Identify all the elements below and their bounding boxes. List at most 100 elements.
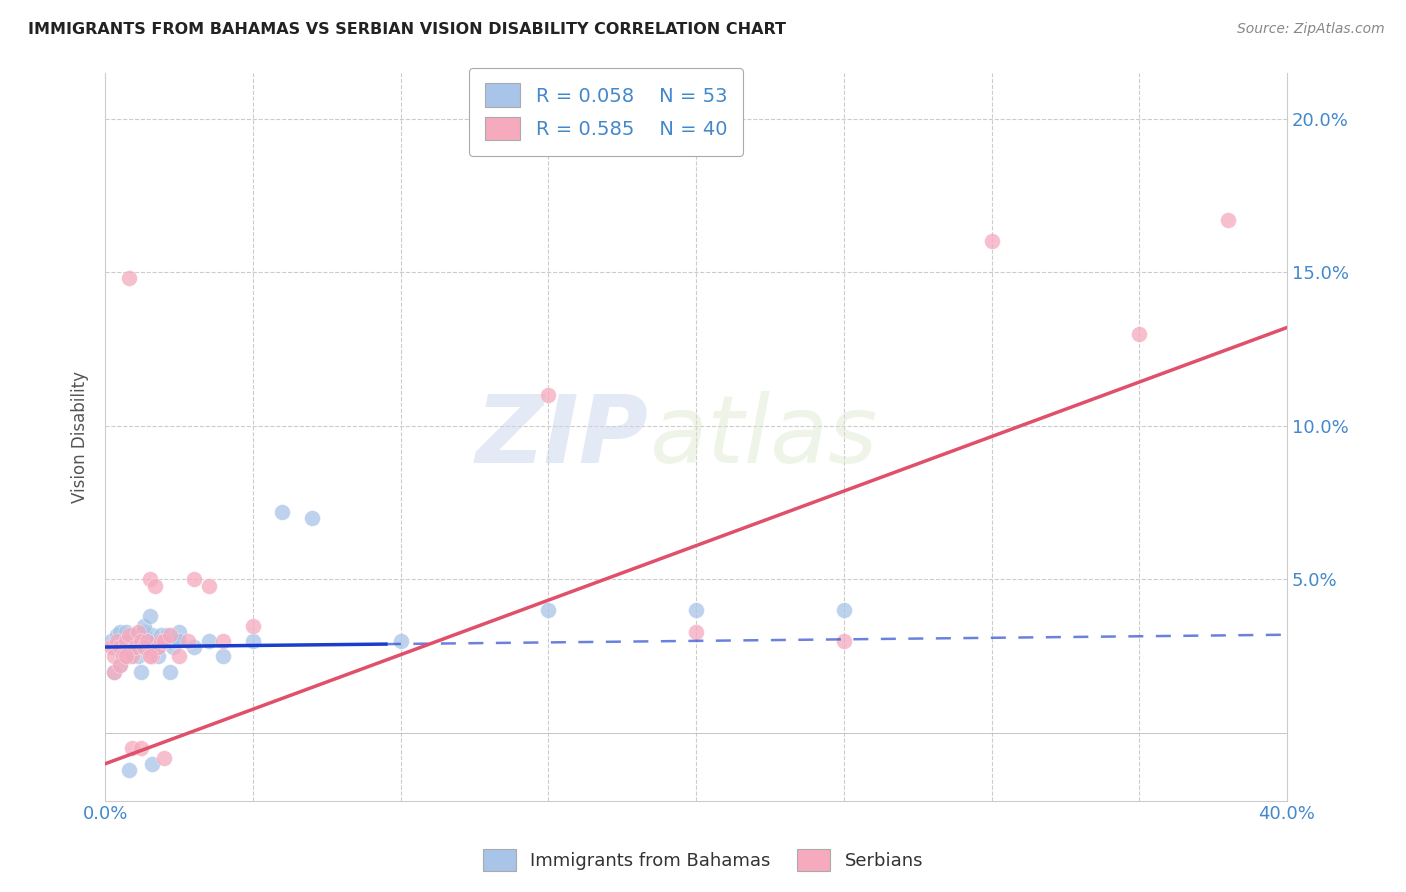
Legend: Immigrants from Bahamas, Serbians: Immigrants from Bahamas, Serbians <box>475 842 931 879</box>
Point <box>129 741 152 756</box>
Point <box>135 640 157 654</box>
Point <box>111 649 134 664</box>
Point <box>135 633 157 648</box>
Text: IMMIGRANTS FROM BAHAMAS VS SERBIAN VISION DISABILITY CORRELATION CHART: IMMIGRANTS FROM BAHAMAS VS SERBIAN VISIO… <box>28 22 786 37</box>
Point <box>153 750 176 764</box>
Point <box>141 756 163 771</box>
Point <box>685 624 707 639</box>
Point <box>129 633 152 648</box>
Point <box>159 628 181 642</box>
Point <box>127 624 149 639</box>
Point <box>115 624 138 639</box>
Point <box>105 628 128 642</box>
Point <box>115 640 138 654</box>
Point <box>108 658 131 673</box>
Point <box>103 665 125 679</box>
Text: Source: ZipAtlas.com: Source: ZipAtlas.com <box>1237 22 1385 37</box>
Point <box>145 578 167 592</box>
Point <box>162 640 184 654</box>
Point <box>124 633 146 648</box>
Text: ZIP: ZIP <box>477 391 648 483</box>
Point <box>177 633 200 648</box>
Point <box>111 633 134 648</box>
Point <box>121 640 143 654</box>
Point <box>537 603 560 617</box>
Point <box>271 505 294 519</box>
Point <box>153 633 176 648</box>
Point <box>132 624 155 639</box>
Point <box>148 649 170 664</box>
Point <box>108 624 131 639</box>
Point <box>138 573 160 587</box>
Point <box>115 633 138 648</box>
Point <box>100 640 122 654</box>
Point <box>159 633 181 648</box>
Point <box>150 633 173 648</box>
Point <box>100 633 122 648</box>
Point <box>537 388 560 402</box>
Point <box>167 624 190 639</box>
Legend: R = 0.058    N = 53, R = 0.585    N = 40: R = 0.058 N = 53, R = 0.585 N = 40 <box>470 68 742 156</box>
Point <box>118 763 141 777</box>
Y-axis label: Vision Disability: Vision Disability <box>72 370 89 502</box>
Point <box>980 235 1002 249</box>
Point <box>132 618 155 632</box>
Point <box>150 628 173 642</box>
Point <box>242 618 264 632</box>
Point <box>167 649 190 664</box>
Point <box>153 633 176 648</box>
Point <box>242 633 264 648</box>
Point <box>118 633 141 648</box>
Point <box>159 665 181 679</box>
Point <box>165 633 187 648</box>
Point <box>129 665 152 679</box>
Point <box>121 649 143 664</box>
Point <box>127 633 149 648</box>
Point <box>141 628 163 642</box>
Point <box>118 271 141 285</box>
Point <box>108 640 131 654</box>
Point <box>301 511 323 525</box>
Point <box>183 640 205 654</box>
Point <box>183 573 205 587</box>
Point <box>103 640 125 654</box>
Point <box>148 640 170 654</box>
Point <box>115 649 138 664</box>
Point <box>148 640 170 654</box>
Point <box>1216 213 1239 227</box>
Text: atlas: atlas <box>648 391 877 482</box>
Point <box>197 633 219 648</box>
Point <box>138 609 160 624</box>
Point <box>138 649 160 664</box>
Point <box>197 578 219 592</box>
Point <box>118 628 141 642</box>
Point <box>108 658 131 673</box>
Point <box>212 649 235 664</box>
Point <box>127 649 149 664</box>
Point <box>156 628 179 642</box>
Point <box>212 633 235 648</box>
Point <box>832 603 855 617</box>
Point <box>108 640 131 654</box>
Point <box>685 603 707 617</box>
Point <box>105 633 128 648</box>
Point <box>124 640 146 654</box>
Point <box>121 741 143 756</box>
Point <box>1128 326 1150 341</box>
Point <box>132 640 155 654</box>
Point <box>141 649 163 664</box>
Point <box>167 633 190 648</box>
Point <box>832 633 855 648</box>
Point <box>145 633 167 648</box>
Point <box>118 649 141 664</box>
Point <box>103 649 125 664</box>
Point <box>153 633 176 648</box>
Point <box>129 633 152 648</box>
Point <box>121 628 143 642</box>
Point <box>124 640 146 654</box>
Point <box>389 633 412 648</box>
Point <box>103 665 125 679</box>
Point <box>111 649 134 664</box>
Point <box>138 633 160 648</box>
Point <box>115 649 138 664</box>
